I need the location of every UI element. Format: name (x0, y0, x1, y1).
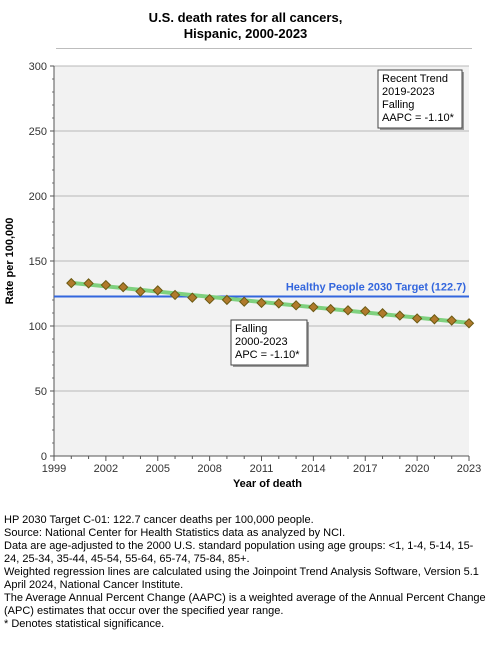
x-tick-label: 2014 (301, 463, 325, 475)
data-point (256, 297, 267, 309)
footnote: Source: National Center for Health Stati… (4, 527, 346, 539)
data-point (325, 303, 336, 315)
target-label: Healthy People 2030 Target (122.7) (286, 281, 466, 293)
data-point (377, 308, 388, 319)
x-tick-label: 2002 (94, 463, 118, 475)
title-divider (56, 48, 472, 49)
y-tick-label: 150 (29, 256, 47, 268)
data-point (83, 278, 94, 289)
x-tick-label: 2008 (197, 463, 221, 475)
y-tick-label: 0 (41, 451, 47, 463)
data-point (117, 281, 129, 293)
annotation-trend-text: APC = -1.10* (235, 349, 300, 361)
x-tick-label: 2017 (353, 463, 377, 475)
x-tick-label: 2023 (457, 463, 481, 475)
data-point (239, 296, 250, 307)
data-point (290, 300, 302, 311)
data-point (152, 285, 163, 296)
data-point (135, 286, 146, 297)
footnote: HP 2030 Target C-01: 122.7 cancer deaths… (4, 514, 314, 526)
footnote: * Denotes statistical significance. (4, 618, 165, 630)
footnote: The Average Annual Percent Change (AAPC)… (4, 592, 486, 617)
annotation-recent-trend (377, 69, 463, 129)
data-point (100, 279, 112, 291)
data-point (360, 305, 371, 317)
y-tick-label: 250 (29, 126, 47, 138)
data-point (66, 277, 77, 289)
chart-title: U.S. death rates for all cancers, Hispan… (0, 10, 491, 42)
annotation-recent-trend-text: AAPC = -1.10* (382, 112, 455, 124)
footnote: Data are age-adjusted to the 2000 U.S. s… (4, 540, 474, 565)
chart-title-line-2: Hispanic, 2000-2023 (183, 26, 308, 41)
data-point (394, 310, 406, 321)
chart-title-line-1: U.S. death rates for all cancers, (148, 10, 343, 25)
y-tick-label: 300 (29, 61, 47, 73)
x-tick-label: 2011 (250, 463, 274, 475)
x-tick-label: 2020 (405, 463, 429, 475)
x-tick-label: 2005 (146, 463, 170, 475)
data-point (446, 315, 457, 326)
data-point (204, 293, 215, 305)
annotation-recent-trend-text: Recent Trend (382, 73, 448, 85)
data-point (411, 313, 423, 324)
footnotes: HP 2030 Target C-01: 122.7 cancer deaths… (4, 514, 488, 631)
y-tick-label: 50 (35, 386, 47, 398)
annotation-trend-text: 2000-2023 (235, 336, 288, 348)
annotation-recent-trend-text: 2019-2023 (382, 86, 435, 98)
y-axis-title: Rate per 100,000 (4, 218, 16, 305)
annotation-recent-trend-text: Falling (382, 99, 414, 111)
y-tick-label: 200 (29, 191, 47, 203)
data-point (429, 314, 440, 325)
annotation-trend-text: Falling (235, 323, 267, 335)
data-point (187, 292, 198, 303)
annotation-trend (230, 319, 308, 366)
data-point (273, 298, 284, 309)
data-point (169, 289, 181, 301)
data-point (221, 294, 233, 306)
y-tick-label: 100 (29, 321, 47, 333)
chart-svg: 0 50 100 150 200 250 300 1999 2002 2005 2008 2011 20… (4, 61, 481, 490)
footnote: Weighted regression lines are calculated… (4, 566, 479, 591)
data-point (342, 305, 354, 316)
data-point (463, 318, 475, 329)
data-point (308, 301, 319, 313)
x-axis-title: Year of death (233, 478, 302, 490)
x-tick-label: 1999 (42, 463, 66, 475)
